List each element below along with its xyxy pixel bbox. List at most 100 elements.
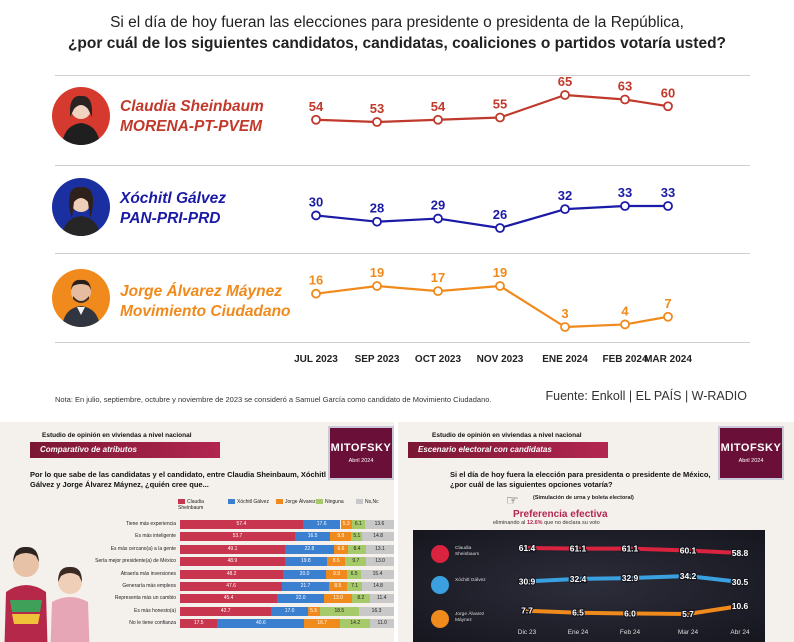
divider: [55, 253, 750, 254]
attributes-question: Por lo que sabe de las candidatas y el c…: [30, 470, 326, 489]
x-tick-label: SEP 2023: [355, 354, 400, 365]
bar-segment: 14.2: [340, 619, 371, 629]
candidate-label-sheinbaum: Claudia Sheinbaum MORENA-PT-PVEM: [120, 97, 264, 137]
bar-segment: 40.6: [217, 619, 305, 629]
attribute-bar-row: 42.7 17.0 5.5 18.5 16.3: [180, 606, 394, 616]
attribute-label: Sería mejor presidente(a) de México: [95, 558, 176, 565]
data-point: [495, 112, 505, 123]
attribute-label: Es más inteligente: [135, 533, 176, 540]
data-point: [560, 322, 570, 332]
maynez-mini-avatar: [431, 610, 449, 628]
attributes-panel: Estudio de opinión en viviendas a nivel …: [0, 422, 394, 642]
legend-label: Xóchitl Gálvez: [237, 499, 269, 505]
mitofsky-logo: MITOFSKY Abril 2024: [328, 426, 394, 480]
legend-item: Ninguna: [316, 499, 356, 505]
data-point: [495, 281, 505, 291]
pe-candidate-name: Jorge Álvarez Máynez: [455, 612, 485, 623]
data-label: 4: [621, 303, 629, 318]
bar-segment: 5.1: [351, 532, 363, 542]
legend-swatch: [228, 499, 235, 505]
bar-segment: 9.7: [345, 557, 367, 567]
effective-preference-subtitle: eliminando al 12.6% que no declara su vo…: [493, 520, 600, 526]
bar-segment: 11.0: [370, 619, 394, 629]
bar-segment: 14.8: [362, 582, 394, 591]
bar-segment: 8.6: [327, 557, 346, 567]
attribute-bar-row: 45.4 22.0 13.0 8.2 11.4: [180, 594, 394, 604]
maynez-avatar: [52, 269, 110, 327]
subtitle-post: que no declara su voto: [544, 520, 600, 526]
attribute-label: No le tiene confianza: [129, 620, 176, 627]
attribute-bar-row: 48.9 19.8 8.6 9.7 13.0: [180, 557, 394, 567]
data-label: 53: [370, 101, 384, 116]
attribute-bar-row: 17.5 40.6 16.7 14.2 11.0: [180, 619, 394, 629]
data-label: 32: [558, 188, 572, 203]
sheinbaum-mini-avatar: [431, 545, 449, 563]
bar-segment: 17.6: [302, 520, 341, 529]
bar-segment: 13.0: [366, 557, 394, 567]
data-label: 30: [309, 194, 323, 209]
bar-segment: 18.5: [319, 606, 360, 616]
bar-segment: 11.4: [369, 594, 394, 604]
bar-segment: 9.9: [325, 569, 348, 579]
data-label: 19: [370, 265, 384, 280]
candidate-name: Claudia Sheinbaum: [120, 98, 264, 115]
study-label: Estudio de opinión en viviendas a nivel …: [432, 432, 582, 439]
footnote: Nota: En julio, septiembre, octubre y no…: [55, 395, 492, 404]
x-tick-label: MAR 2024: [644, 354, 692, 365]
scenario-question: Si el día de hoy fuera la elección para …: [450, 470, 711, 489]
bar-segment: 16.5: [294, 532, 331, 542]
data-label: 60: [661, 85, 675, 100]
bar-segment: 47.6: [180, 582, 283, 591]
main-chart-panel: Si el día de hoy fueran las elecciones p…: [52, 14, 750, 404]
data-point: [311, 114, 321, 125]
trend-line-chart: 54 53 54 55 65 63 60 30 28 29 26 32 33 33 16 19 17 19 3 4 7 J…: [294, 74, 692, 365]
data-label: 33: [661, 185, 675, 200]
simulation-note: (Simulación de urna y boleta electoral): [533, 495, 634, 501]
data-label: 63: [618, 79, 632, 94]
x-tick-label: ENE 2024: [542, 354, 588, 365]
bar-segment: 13.0: [324, 594, 353, 604]
bar-segment: 13.1: [365, 544, 394, 554]
logo-date: Abril 2024: [348, 458, 374, 464]
bar-segment: 20.0: [283, 569, 326, 579]
data-label: 3: [561, 306, 568, 321]
bar-segment: 7.1: [346, 582, 363, 591]
attribute-bar-row: 49.1 22.8 6.6 8.4 13.1: [180, 544, 394, 554]
bar-segment: 53.7: [180, 532, 295, 542]
bar-segment: 5.3: [340, 520, 352, 529]
bar-segment: 21.7: [282, 582, 329, 591]
data-point: [372, 117, 382, 127]
attribute-bar-row: 57.4 17.6 5.3 6.1 13.6: [180, 520, 394, 529]
data-point: [433, 213, 443, 224]
mitofsky-logo: MITOFSKY Abril 2024: [718, 426, 784, 480]
attribute-label: Es más cercano(a) a la gente: [110, 545, 176, 552]
data-label: 7: [664, 296, 671, 311]
data-point: [663, 101, 673, 112]
data-label: 54: [431, 99, 446, 114]
logo-text: MITOFSKY: [720, 442, 782, 454]
logo-text: MITOFSKY: [330, 442, 392, 454]
divider: [55, 75, 750, 76]
legend-label: Jorge Álvarez: [285, 499, 316, 505]
legend-label: Claudia Sheinbaum: [178, 499, 204, 511]
data-point: [433, 286, 443, 297]
subtitle-pre: eliminando al: [493, 520, 526, 526]
attribute-label: Es más honesto(a): [134, 607, 176, 614]
series-line: [315, 284, 669, 329]
attribute-label: Tiene más experiencia: [125, 521, 176, 527]
bar-segment: 9.9: [330, 532, 352, 542]
attribute-bar-row: 53.7 16.5 9.9 5.1 14.8: [180, 532, 394, 542]
effective-preference-title: Preferencia efectiva: [513, 509, 608, 520]
data-label: 33: [618, 185, 632, 200]
data-point: [372, 281, 382, 291]
data-point: [560, 90, 570, 100]
bar-segment: 45.4: [180, 594, 278, 604]
data-label: 54: [309, 99, 324, 114]
data-point: [311, 210, 321, 221]
candidate-party: PAN-PRI-PRD: [120, 210, 221, 227]
bar-segment: 6.6: [333, 544, 348, 554]
data-point: [663, 311, 673, 322]
bar-segment: 16.7: [304, 619, 341, 629]
attribute-label: Generaría más empleos: [122, 583, 176, 589]
data-label: 17: [431, 270, 445, 285]
